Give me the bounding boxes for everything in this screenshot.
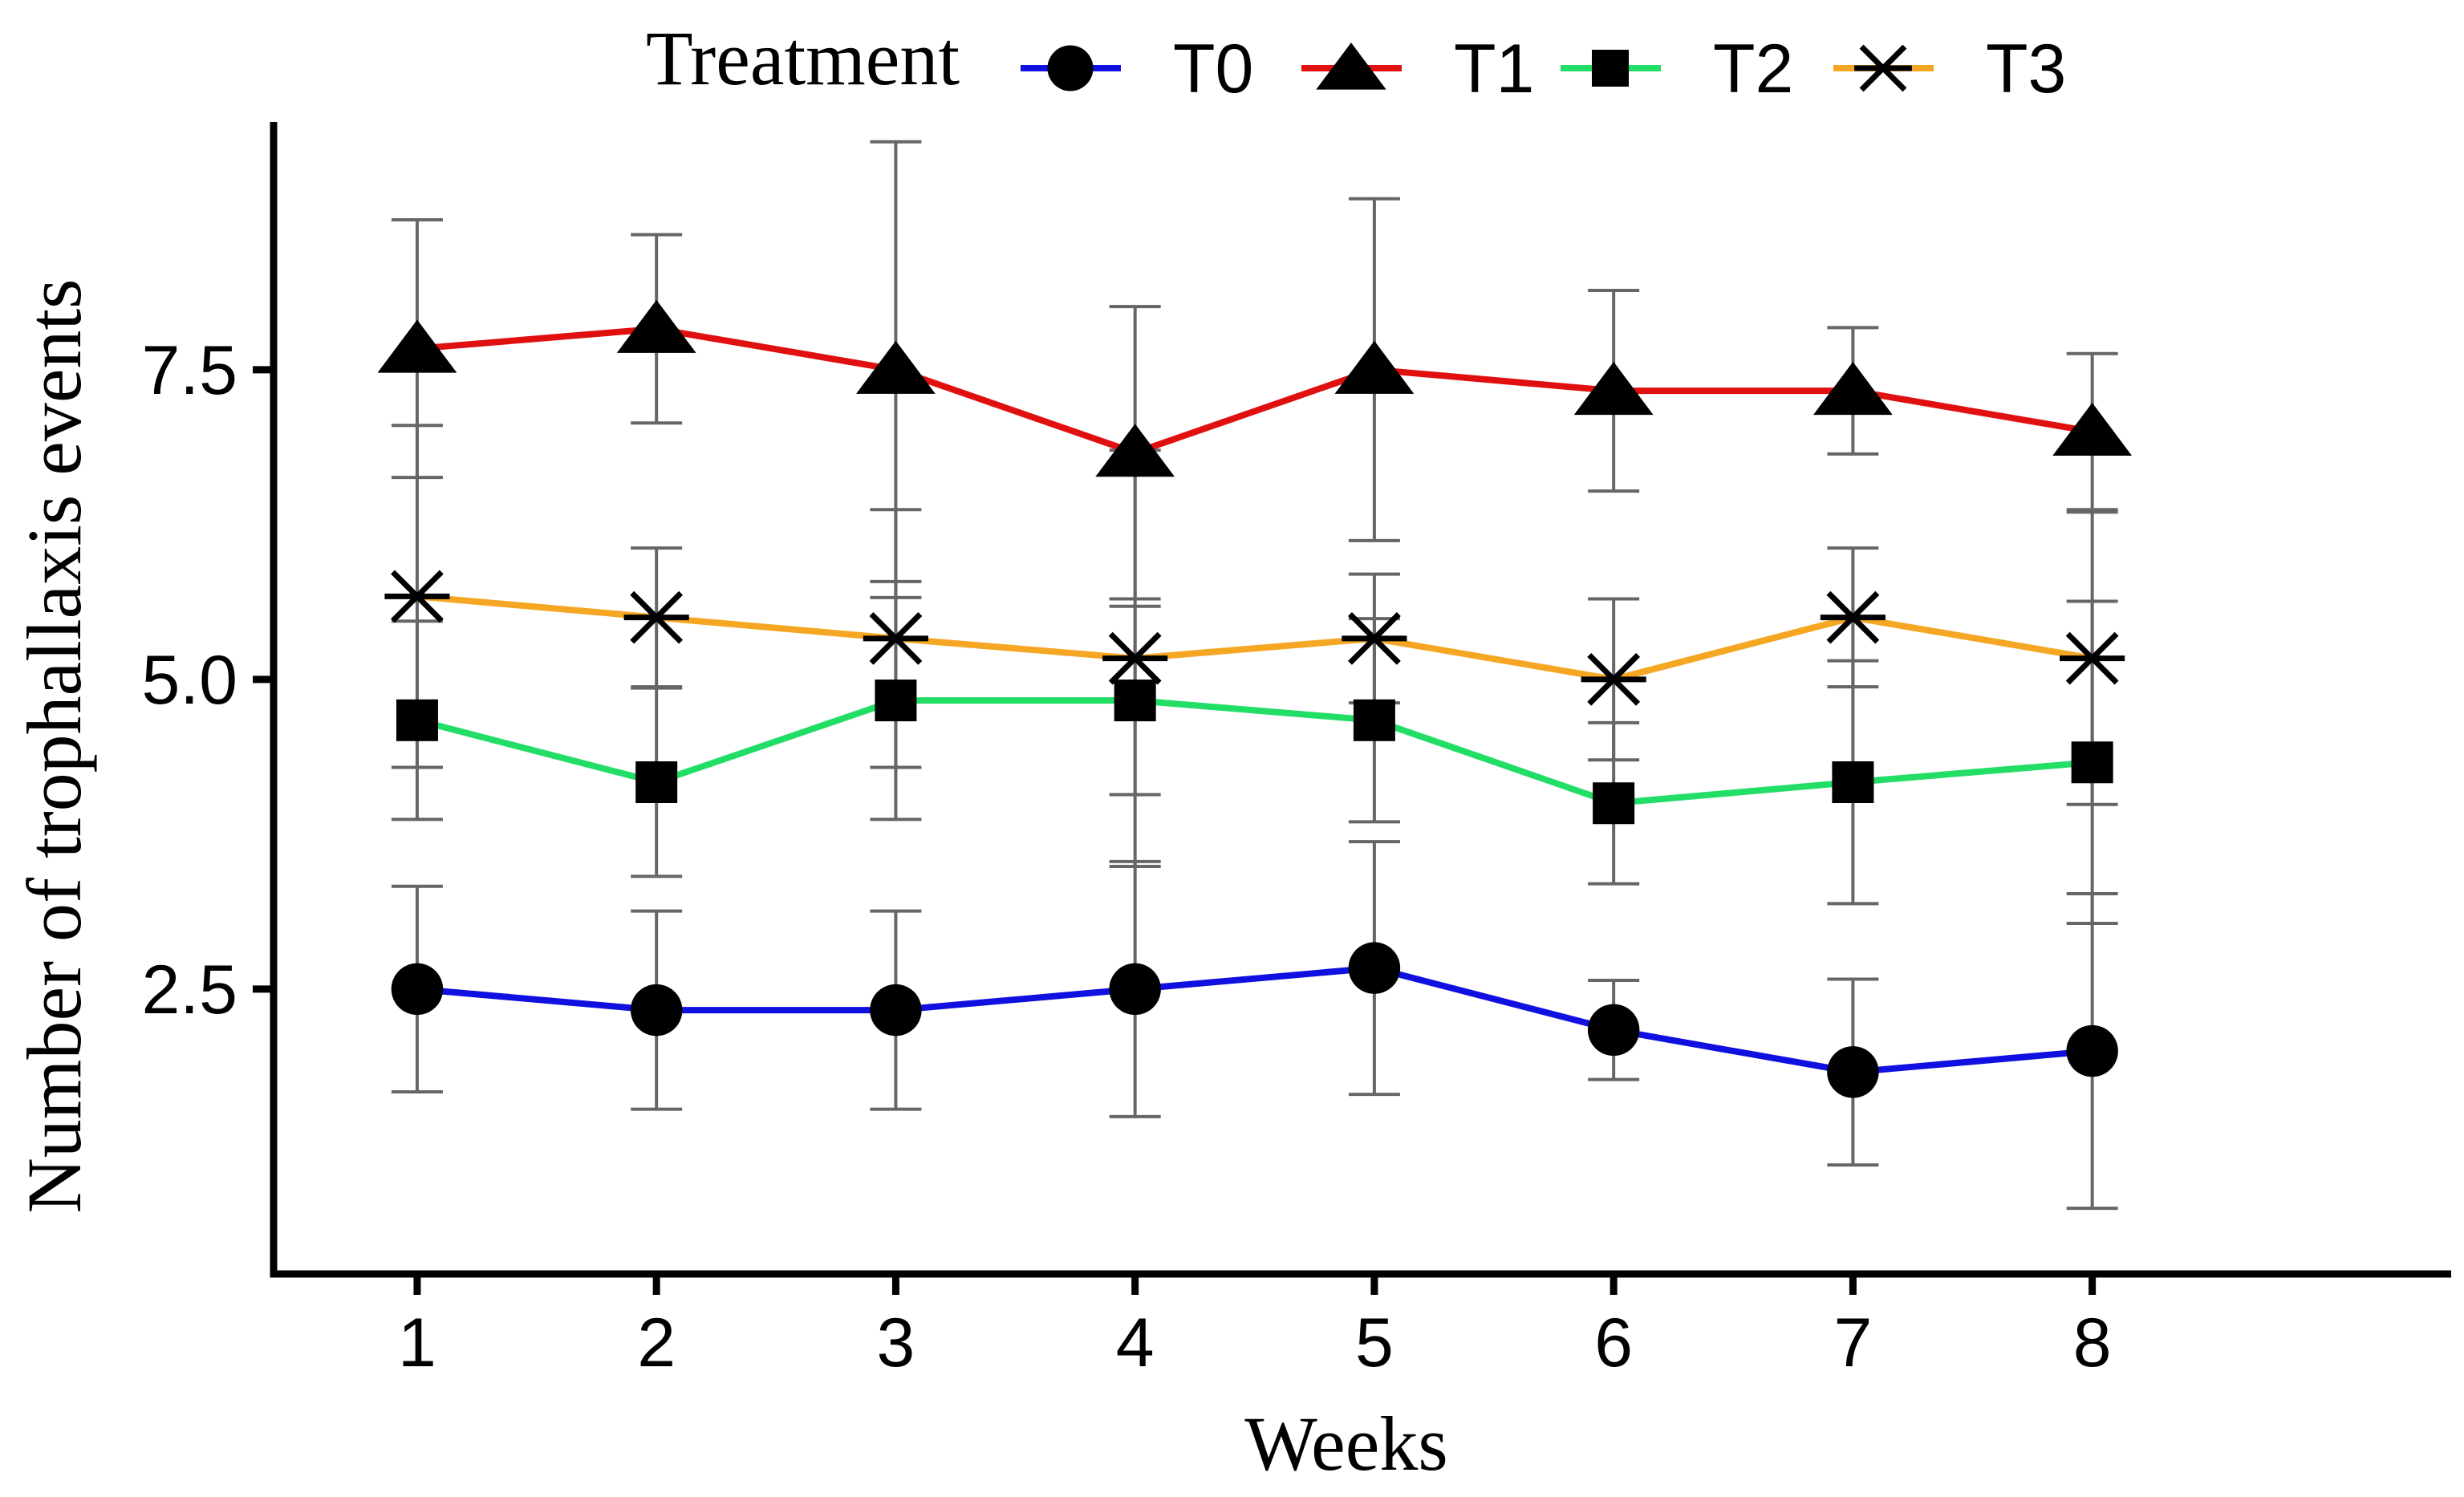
y-tick-label: 5.0 — [141, 642, 237, 719]
data-point-T0 — [1827, 1046, 1878, 1097]
legend-item-T0: T0 — [1021, 30, 1253, 108]
data-point-T0 — [870, 984, 921, 1036]
data-point-T2 — [1354, 700, 1395, 741]
x-tick-label: 8 — [2073, 1304, 2112, 1381]
data-point-T2 — [2072, 741, 2113, 783]
data-point-T2 — [396, 700, 438, 741]
x-tick-label: 6 — [1594, 1304, 1633, 1381]
axes — [274, 122, 2451, 1274]
data-point-T2 — [1593, 782, 1634, 824]
data-point-T2 — [635, 761, 677, 803]
y-tick-label: 2.5 — [141, 951, 237, 1028]
legend-item-T1: T1 — [1301, 30, 1534, 108]
axis-lines — [274, 122, 2451, 1274]
legend-label-T0: T0 — [1173, 30, 1253, 108]
data-point-T0 — [1588, 1004, 1639, 1056]
data-point-T1 — [617, 300, 696, 353]
legend-item-T2: T2 — [1561, 30, 1793, 108]
data-point-T0 — [2066, 1025, 2117, 1077]
data-point-T1 — [1335, 341, 1415, 394]
x-tick-label: 4 — [1116, 1304, 1155, 1381]
legend-marker-T3 — [1854, 47, 1912, 90]
legend: Treatment T0 T1 T2 T3 — [646, 15, 2066, 108]
x-tick-label: 3 — [877, 1304, 915, 1381]
trophallaxis-line-chart: Treatment T0 T1 T2 T3 1 2 3 4 5 6 7 8 2.5 5.0 7.5 Num… — [0, 0, 2464, 1497]
x-axis-title: Weeks — [1244, 1401, 1448, 1487]
series-lines — [417, 329, 2093, 1072]
x-tick-label: 7 — [1833, 1304, 1872, 1381]
data-point-T1 — [1095, 424, 1175, 477]
data-point-T2 — [1832, 761, 1873, 803]
x-tick-label: 2 — [637, 1304, 676, 1381]
y-tick-label: 7.5 — [141, 332, 237, 409]
data-point-T0 — [392, 964, 443, 1015]
x-tick-label: 1 — [398, 1304, 436, 1381]
y-axis-title: Number of trophallaxis events — [11, 278, 97, 1213]
legend-marker-T2 — [1592, 50, 1629, 87]
legend-item-T3: T3 — [1833, 30, 2066, 108]
legend-label-T1: T1 — [1454, 30, 1534, 108]
data-point-T0 — [1349, 942, 1400, 993]
data-point-T2 — [1114, 680, 1156, 721]
data-point-T0 — [1109, 964, 1160, 1015]
legend-title: Treatment — [646, 15, 960, 101]
legend-label-T3: T3 — [1986, 30, 2066, 108]
ticks: 1 2 3 4 5 6 7 8 2.5 5.0 7.5 — [141, 332, 2111, 1381]
data-point-T0 — [631, 984, 682, 1036]
legend-label-T2: T2 — [1713, 30, 1793, 108]
legend-marker-T0 — [1047, 45, 1093, 91]
data-point-T2 — [875, 680, 916, 721]
x-tick-label: 5 — [1355, 1304, 1394, 1381]
